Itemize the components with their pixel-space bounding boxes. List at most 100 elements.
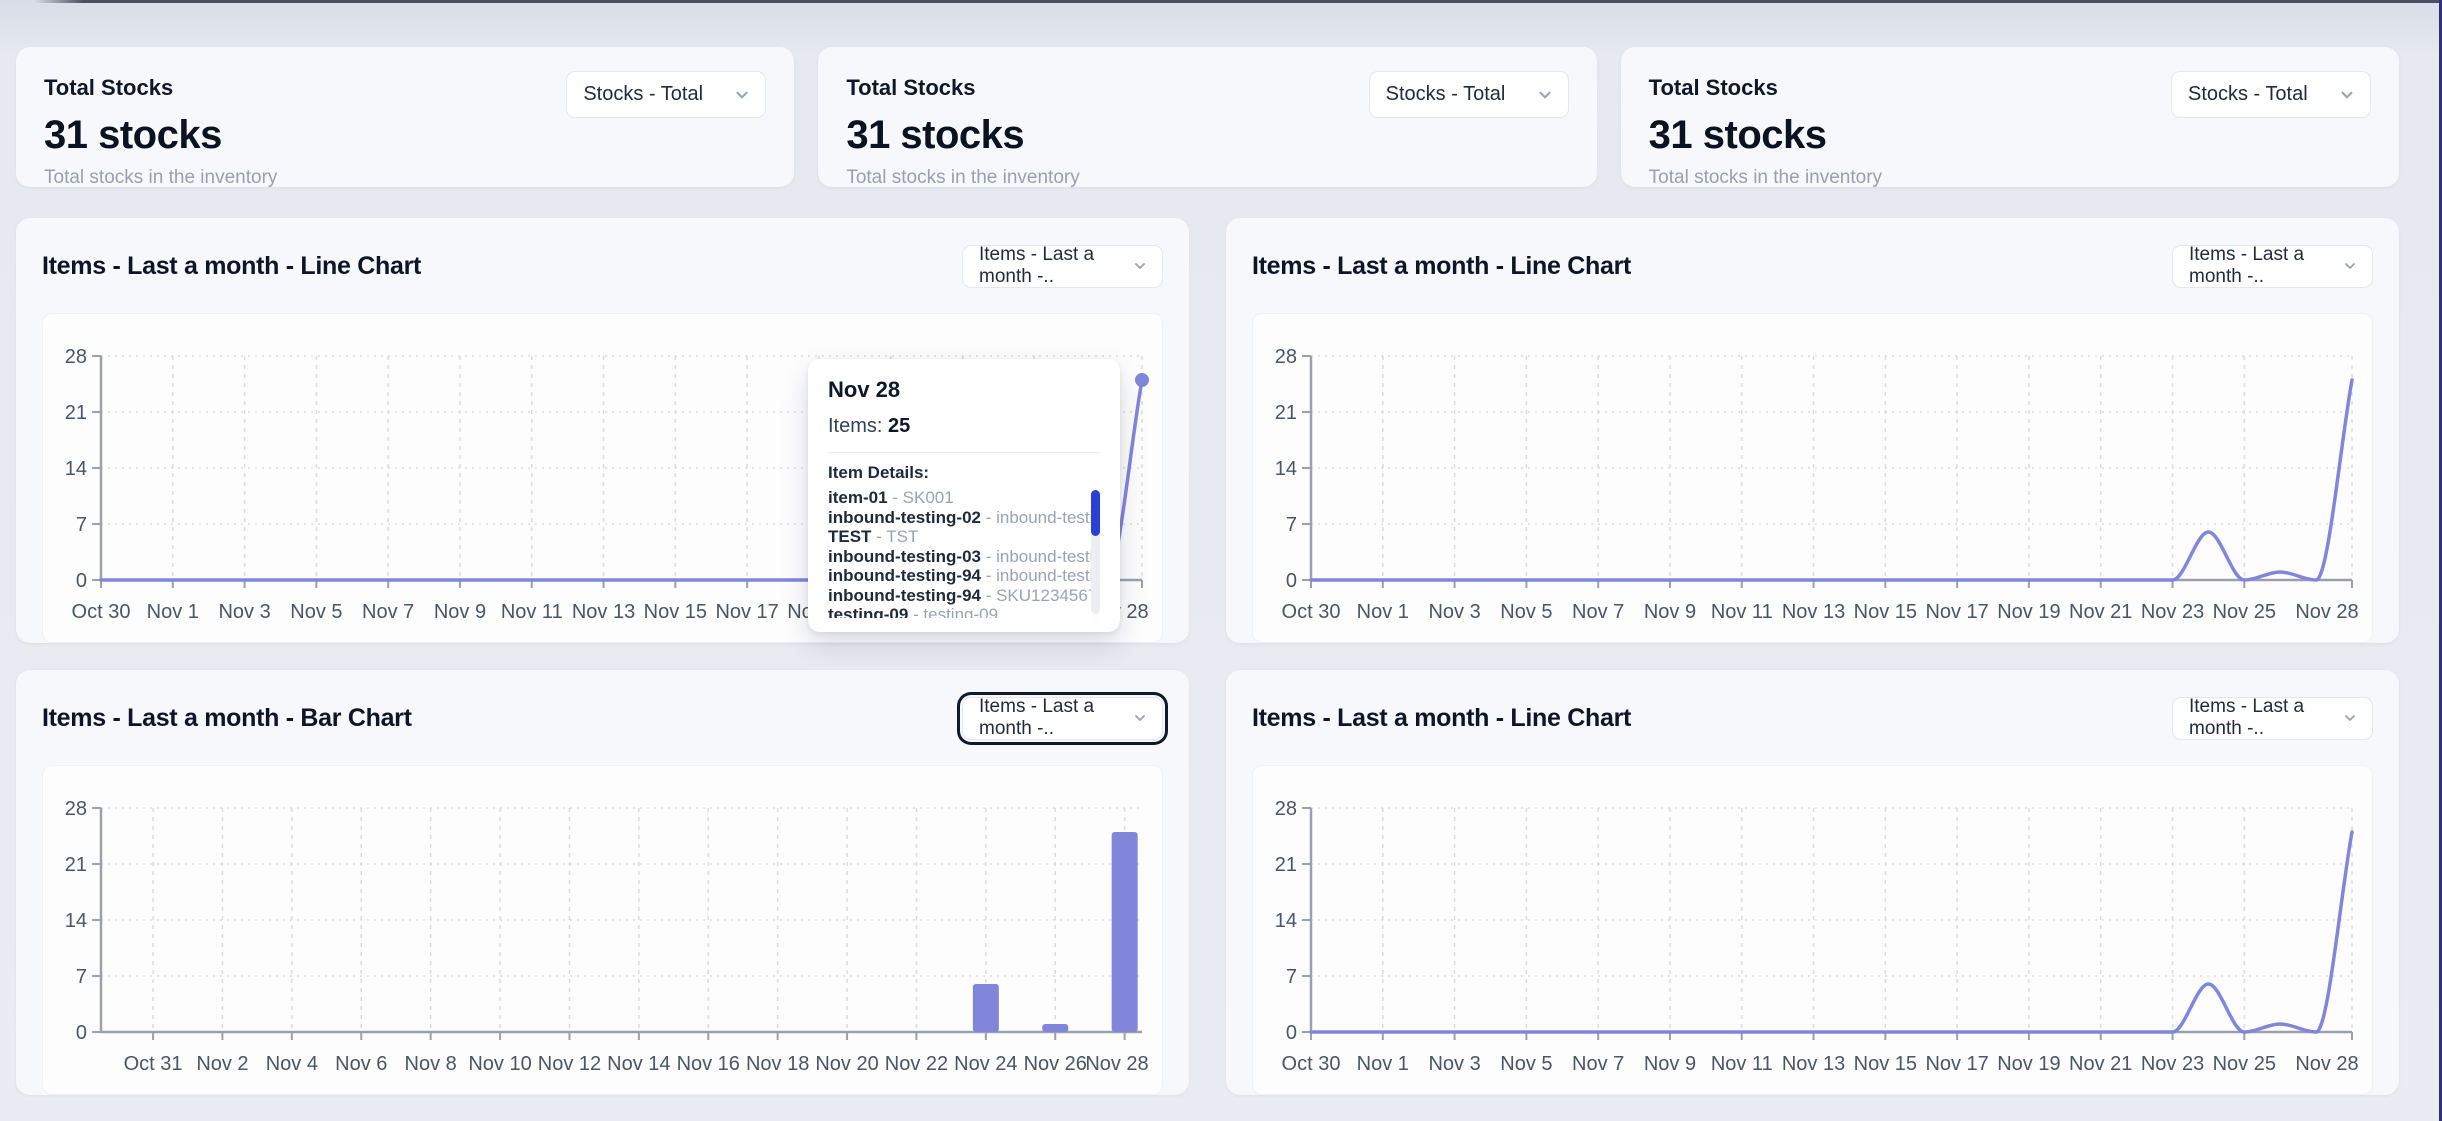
chevron-down-icon [2341,91,2353,98]
stat-subtitle: Total stocks in the inventory [44,167,278,188]
svg-text:Nov 5: Nov 5 [290,601,342,623]
svg-text:0: 0 [76,1022,87,1044]
svg-text:Nov 15: Nov 15 [1854,601,1917,623]
svg-text:28: 28 [1275,798,1297,820]
svg-text:Nov 16: Nov 16 [677,1053,740,1075]
stocks-total-dropdown[interactable]: Stocks - Total [1368,71,1569,118]
svg-text:Nov 7: Nov 7 [362,601,414,623]
tooltip-item: inbound-testing-02 - inbound-testing-02 [828,507,1100,527]
svg-text:Nov 5: Nov 5 [1500,1053,1552,1075]
dashboard: Total Stocks Stocks - Total 31 stocks To… [16,47,2399,1095]
svg-text:Nov 17: Nov 17 [1925,1053,1988,1075]
svg-text:7: 7 [1286,966,1297,988]
svg-text:Nov 7: Nov 7 [1572,1053,1624,1075]
tooltip-scrollbar-track[interactable] [1091,490,1100,614]
line-chart-canvas: 0 7 14 21 28 Oct 30 Nov 1 Nov 3 Nov 5 Nov 7 Nov 9 N… [1252,313,2373,643]
total-stocks-card-2: Total Stocks Stocks - Total 31 stocks To… [818,47,1597,188]
svg-text:Nov 13: Nov 13 [1782,601,1845,623]
tooltip-item: inbound-testing-94 - inbound-testing-94 [828,566,1100,585]
svg-text:Nov 10: Nov 10 [468,1053,531,1075]
svg-text:Nov 8: Nov 8 [405,1053,457,1075]
dropdown-value: Items - Last a month -.. [979,244,1095,287]
svg-text:Oct 31: Oct 31 [124,1053,183,1075]
svg-text:7: 7 [1286,514,1297,536]
svg-text:21: 21 [1275,402,1297,424]
total-stocks-card-3: Total Stocks Stocks - Total 31 stocks To… [1620,47,2399,188]
tooltip-scrollbar-thumb[interactable] [1091,490,1100,536]
svg-text:Nov 21: Nov 21 [2069,1053,2132,1075]
panel-title: Items - Last a month - Line Chart [1252,703,1632,732]
svg-text:Nov 11: Nov 11 [501,601,563,623]
svg-text:Nov 9: Nov 9 [434,601,486,623]
stat-title: Total Stocks [44,75,174,100]
svg-text:14: 14 [1275,910,1297,932]
svg-text:Nov 19: Nov 19 [1997,601,2060,623]
window-right-scrollbar[interactable] [2439,0,2442,1121]
svg-text:14: 14 [1275,458,1297,480]
total-stocks-card-1: Total Stocks Stocks - Total 31 stocks To… [16,47,795,188]
svg-text:Nov 20: Nov 20 [815,1053,878,1075]
svg-text:7: 7 [76,966,87,988]
svg-text:Nov 1: Nov 1 [147,601,199,623]
svg-text:Nov 3: Nov 3 [1428,601,1480,623]
svg-text:Nov 18: Nov 18 [746,1053,809,1075]
tooltip-item: TEST - TST [828,527,919,546]
svg-text:Nov 17: Nov 17 [1925,601,1988,623]
dropdown-value: Stocks - Total [583,83,704,105]
svg-text:Nov 26: Nov 26 [1024,1053,1087,1075]
panel-title: Items - Last a month - Line Chart [42,251,422,280]
svg-text:Nov 28: Nov 28 [2295,601,2358,623]
svg-text:7: 7 [76,514,87,536]
svg-text:14: 14 [65,458,87,480]
svg-text:Nov 23: Nov 23 [2141,601,2204,623]
svg-text:Nov 19: Nov 19 [1997,1053,2060,1075]
svg-text:Nov 3: Nov 3 [218,601,270,623]
line-chart-panel-bottom-right: Items - Last a month - Line Chart Items … [1226,670,2399,1095]
items-range-dropdown-focused[interactable]: Items - Last a month -.. [962,696,1163,740]
bar-chart-svg[interactable]: 0 7 14 21 28 Oct 31 Nov 2 Nov 4 Nov 6 Nov 8 Nov 10… [43,766,1162,1094]
svg-text:Nov 15: Nov 15 [644,601,707,623]
svg-text:Nov 6: Nov 6 [335,1053,387,1075]
svg-text:Nov 15: Nov 15 [1854,1053,1917,1075]
svg-text:28: 28 [65,346,87,368]
svg-text:Nov 9: Nov 9 [1644,1053,1696,1075]
dropdown-value: Items - Last a month -.. [2189,244,2305,287]
stats-row: Total Stocks Stocks - Total 31 stocks To… [16,47,2399,188]
tooltip-item: inbound-testing-94 - SKU1234567899 [828,585,1100,605]
charts-row-1: Items - Last a month - Line Chart Items … [16,218,2399,643]
dropdown-value: Items - Last a month -.. [979,696,1095,739]
items-range-dropdown[interactable]: Items - Last a month -.. [2172,244,2373,288]
chevron-down-icon [1539,91,1551,98]
line-chart-svg[interactable]: 0 7 14 21 28 Oct 30 Nov 1 Nov 3 Nov 5 Nov 7 Nov 9 N… [1253,766,2372,1094]
line-chart-canvas: 0 7 14 21 28 Oct 30 Nov 1 Nov 3 Nov 5 Nov 7 Nov 9 N… [1252,765,2373,1095]
items-range-dropdown[interactable]: Items - Last a month -.. [2172,696,2373,740]
svg-text:Nov 22: Nov 22 [885,1053,948,1075]
items-range-dropdown[interactable]: Items - Last a month -.. [962,244,1163,288]
svg-text:Nov 5: Nov 5 [1500,601,1552,623]
stocks-total-dropdown[interactable]: Stocks - Total [566,71,767,118]
panel-header: Items - Last a month - Line Chart Items … [1252,696,2373,740]
svg-text:Nov 7: Nov 7 [1572,601,1624,623]
svg-text:Nov 13: Nov 13 [1782,1053,1845,1075]
window-top-edge [34,0,2442,3]
svg-text:0: 0 [1286,570,1297,592]
tooltip-item: inbound-testing-03 - inbound-testing-03 [828,546,1100,566]
tooltip-item: item-01 - SK001 [828,488,954,507]
stat-title: Total Stocks [1648,75,1778,100]
stat-value: 31 stocks [1648,113,1827,157]
chevron-down-icon [2345,263,2355,269]
panel-title: Items - Last a month - Bar Chart [42,703,412,732]
panel-header: Items - Last a month - Line Chart Items … [1252,244,2373,288]
svg-text:Nov 21: Nov 21 [2069,601,2132,623]
stat-value: 31 stocks [846,113,1025,157]
stocks-total-dropdown[interactable]: Stocks - Total [2170,71,2371,118]
line-chart-panel-top-right: Items - Last a month - Line Chart Items … [1226,218,2399,643]
svg-text:Nov 9: Nov 9 [1644,601,1696,623]
svg-text:21: 21 [65,854,87,876]
tooltip-details-heading: Item Details: [828,463,930,482]
line-chart-svg[interactable]: 0 7 14 21 28 Oct 30 Nov 1 Nov 3 Nov 5 Nov 7 Nov 9 N… [1253,314,2372,642]
tooltip-date: Nov 28 [828,377,901,402]
svg-text:21: 21 [1275,854,1297,876]
svg-text:Nov 24: Nov 24 [954,1053,1017,1075]
chevron-down-icon [1135,715,1145,721]
